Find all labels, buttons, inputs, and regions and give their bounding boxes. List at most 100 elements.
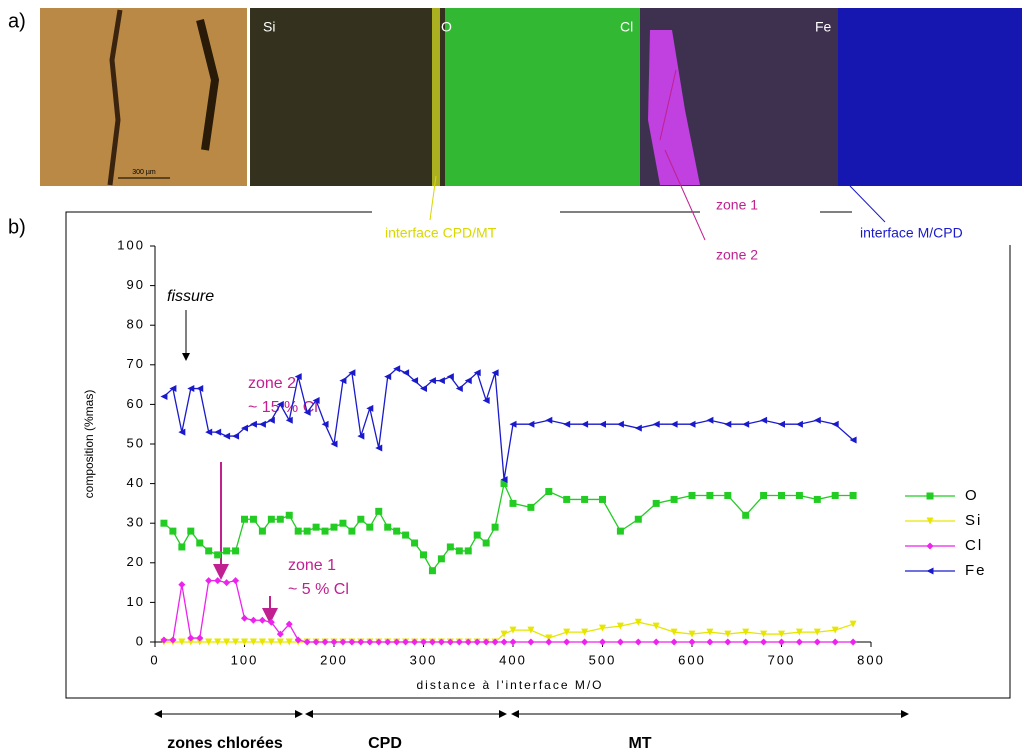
map-label: Cl bbox=[620, 19, 633, 35]
data-point bbox=[509, 499, 517, 507]
data-point bbox=[509, 420, 517, 428]
data-point bbox=[581, 638, 589, 646]
data-point bbox=[196, 539, 204, 547]
data-point bbox=[616, 638, 624, 646]
data-point bbox=[169, 385, 177, 393]
data-point bbox=[437, 377, 445, 385]
data-point bbox=[276, 638, 284, 646]
series-line bbox=[163, 621, 854, 643]
data-point bbox=[258, 638, 266, 646]
data-point bbox=[402, 638, 410, 646]
data-point bbox=[437, 555, 445, 563]
data-point bbox=[196, 634, 204, 642]
data-point bbox=[312, 396, 320, 404]
data-point bbox=[321, 420, 329, 428]
data-point bbox=[813, 495, 821, 503]
data-point bbox=[276, 630, 284, 638]
gap bbox=[372, 205, 560, 219]
data-point bbox=[258, 527, 266, 535]
data-point bbox=[599, 420, 606, 428]
data-point bbox=[357, 638, 365, 646]
data-point bbox=[348, 527, 356, 535]
x-axis-label: distance à l'interface M/O bbox=[416, 678, 603, 692]
y-tick-label: 100 bbox=[117, 237, 145, 252]
data-point bbox=[652, 622, 660, 630]
data-point bbox=[169, 636, 177, 644]
data-point bbox=[527, 626, 535, 634]
data-point bbox=[258, 616, 266, 624]
data-point bbox=[160, 392, 168, 400]
callout: interface CPD/MT bbox=[385, 225, 497, 241]
data-point bbox=[652, 420, 660, 428]
data-point bbox=[500, 476, 508, 484]
data-point bbox=[464, 547, 472, 555]
annotation: ~ 5 % Cl bbox=[288, 581, 349, 598]
data-point bbox=[455, 547, 463, 555]
data-point bbox=[294, 373, 302, 381]
data-point bbox=[500, 630, 508, 638]
y-tick-label: 0 bbox=[136, 633, 145, 648]
map-label: O bbox=[441, 19, 452, 35]
legend-label: O bbox=[965, 487, 979, 504]
x-tick-label: 400 bbox=[499, 652, 527, 667]
data-point bbox=[348, 369, 356, 377]
data-point bbox=[563, 495, 571, 503]
data-point bbox=[778, 491, 785, 499]
data-point bbox=[267, 638, 275, 646]
data-point bbox=[813, 416, 821, 424]
legend-marker bbox=[926, 517, 934, 525]
panel-label: a) bbox=[8, 10, 26, 32]
data-point bbox=[178, 428, 186, 436]
data-point bbox=[491, 369, 499, 377]
data-point bbox=[813, 628, 821, 636]
data-point bbox=[652, 499, 660, 507]
data-point bbox=[706, 491, 714, 499]
data-point bbox=[616, 622, 624, 630]
series-line bbox=[163, 481, 854, 572]
scale-bar-label: 300 µm bbox=[132, 169, 156, 176]
data-point bbox=[634, 515, 642, 523]
data-point bbox=[482, 638, 490, 646]
data-point bbox=[563, 628, 571, 636]
data-point bbox=[294, 527, 302, 535]
data-point bbox=[616, 420, 624, 428]
data-point bbox=[187, 385, 195, 393]
data-point bbox=[339, 377, 347, 385]
data-point bbox=[348, 638, 356, 646]
data-point bbox=[599, 495, 606, 503]
data-point bbox=[214, 638, 222, 646]
crack bbox=[196, 19, 220, 151]
data-point bbox=[778, 638, 785, 646]
data-point bbox=[375, 444, 383, 452]
data-point bbox=[312, 638, 320, 646]
data-point bbox=[276, 400, 284, 408]
data-point bbox=[455, 385, 463, 393]
data-point bbox=[742, 511, 750, 519]
data-point bbox=[760, 491, 768, 499]
y-tick-label: 30 bbox=[127, 515, 145, 530]
data-point bbox=[205, 547, 213, 555]
data-point bbox=[688, 420, 696, 428]
x-tick-label: 200 bbox=[320, 652, 348, 667]
data-point bbox=[742, 420, 750, 428]
data-point bbox=[795, 628, 803, 636]
data-point bbox=[464, 377, 472, 385]
data-point bbox=[688, 638, 696, 646]
x-tick-label: 700 bbox=[768, 652, 796, 667]
data-point bbox=[464, 638, 472, 646]
data-point bbox=[294, 636, 302, 644]
data-point bbox=[357, 432, 365, 440]
data-point bbox=[366, 523, 374, 531]
callout-line bbox=[849, 185, 886, 223]
data-point bbox=[384, 638, 392, 646]
data-point bbox=[178, 543, 186, 551]
data-point bbox=[241, 614, 248, 622]
data-point bbox=[249, 638, 257, 646]
data-point bbox=[214, 551, 222, 559]
data-point bbox=[312, 523, 320, 531]
data-point bbox=[634, 638, 642, 646]
data-point bbox=[760, 630, 768, 638]
data-point bbox=[402, 369, 410, 377]
data-point bbox=[330, 638, 338, 646]
